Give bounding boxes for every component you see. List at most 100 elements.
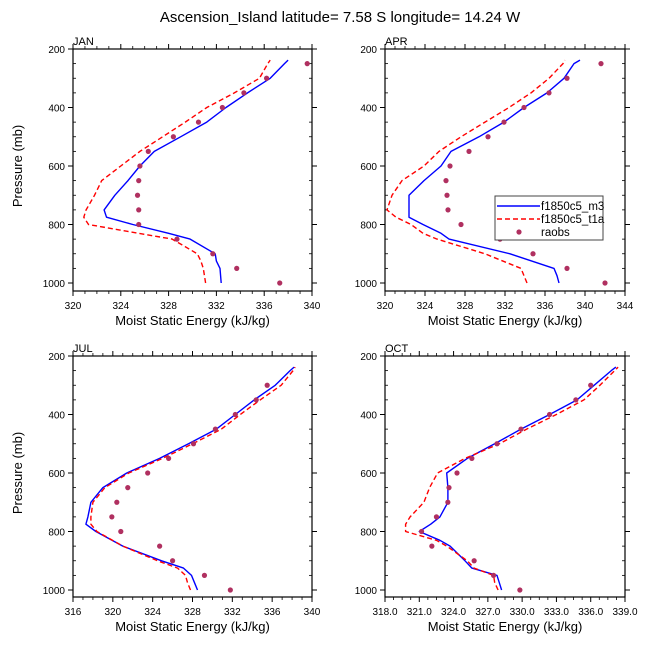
y-tick-label: 600 [48,162,65,173]
x-tick-label: 340 [304,607,321,618]
plot-frame [384,355,626,598]
raobs-point [232,411,238,418]
raobs-point [169,558,176,564]
x-tick-label: 332 [208,301,225,312]
plot-frame [384,48,626,292]
y-tick-label: 200 [360,45,377,56]
raobs-point [458,221,464,228]
raobs-point [212,426,219,432]
series-line-f1850c5-m3 [103,59,289,284]
legend-label: f1850c5_t1a [541,214,605,226]
raobs-point [195,119,202,125]
x-tick-label: 332 [224,607,241,618]
raobs-point [157,543,163,549]
raobs-point [445,499,451,505]
panel-jan: JAN 320 324 328 332 336 340 200 400 600 800 1000 Moi… [10,36,321,328]
raobs-point [136,221,142,228]
raobs-point [466,148,472,154]
x-tick-label: 333.0 [544,607,569,618]
raobs-point [444,192,450,198]
raobs-point [304,61,310,67]
data-layer [404,366,619,593]
panel-label: APR [385,36,408,48]
raobs-point [145,148,151,154]
raobs-point [501,119,507,125]
raobs-point [136,207,142,213]
raobs-point [114,499,120,505]
raobs-point [429,543,435,549]
legend-label: f1850c5_m3 [541,201,604,213]
raobs-point [443,178,449,184]
x-tick-label: 330.0 [510,607,535,618]
raobs-point [201,572,208,578]
raobs-point [588,382,594,388]
x-tick-label: 339.0 [612,607,637,618]
x-tick-label: 336 [256,301,273,312]
panel-apr: APR 320 324 328 332 336 340 344 200 400 600 800 1000… [355,36,634,328]
y-tick-label: 200 [48,45,65,56]
legend-box [494,195,604,241]
y-axis-title: Pressure (mb) [10,432,25,514]
y-tick-label: 1000 [355,279,378,290]
raobs-point [170,134,176,140]
x-tick-label: 336 [264,607,281,618]
raobs-point [445,207,451,213]
y-tick-label: 800 [360,221,377,232]
x-tick-label: 320 [377,301,394,312]
series-line-f1850c5-m3 [85,366,295,591]
raobs-point [546,90,552,96]
y-tick-label: 400 [48,104,65,115]
plot-frame [72,355,313,598]
raobs-point [598,61,604,67]
raobs-point [471,558,477,564]
x-tick-label: 320 [104,607,121,618]
x-tick-label: 340 [304,301,321,312]
x-tick-label: 344 [617,301,634,312]
figure-title: Ascension_Island latitude= 7.58 S longit… [160,9,521,26]
raobs-point [447,163,453,169]
y-tick-label: 600 [360,162,377,173]
x-tick-label: 336 [537,301,554,312]
x-tick-label: 332 [497,301,514,312]
data-layer [386,59,608,286]
y-tick-label: 1000 [355,586,378,597]
x-tick-label: 336.0 [578,607,603,618]
raobs-point [190,441,197,447]
raobs-point [469,455,475,461]
raobs-point [166,455,172,461]
raobs-point [564,75,570,81]
series-line-f1850c5-t1a [386,59,566,284]
raobs-point [573,397,579,403]
legend-item: f1850c5_m3 [497,201,604,213]
raobs-point [418,528,425,535]
raobs-point [521,104,527,111]
legend-item: raobs [516,227,570,239]
y-tick-label: 1000 [43,586,66,597]
x-tick-label: 324 [417,301,434,312]
raobs-point [118,528,124,535]
raobs-point [253,397,259,403]
data-layer [83,59,310,286]
legend-marker [516,229,522,235]
series-line-f1850c5-t1a [90,366,296,591]
x-tick-label: 321.0 [407,607,432,618]
x-tick-label: 340 [577,301,594,312]
x-tick-label: 327.0 [475,607,500,618]
raobs-point [485,134,491,140]
raobs-point [241,90,247,96]
raobs-point [137,163,143,169]
x-axis-title: Moist Static Energy (kJ/kg) [115,313,270,328]
x-tick-label: 324.0 [441,607,466,618]
x-tick-label: 324 [112,301,129,312]
raobs-point [446,485,452,491]
raobs-point [109,514,115,520]
raobs-point [264,382,270,388]
raobs-point [227,587,233,593]
y-tick-label: 800 [48,528,65,539]
x-tick-label: 328 [457,301,474,312]
panel-label: OCT [385,343,409,355]
legend-label: raobs [541,227,570,239]
y-tick-label: 200 [48,352,65,363]
raobs-point [602,280,608,286]
